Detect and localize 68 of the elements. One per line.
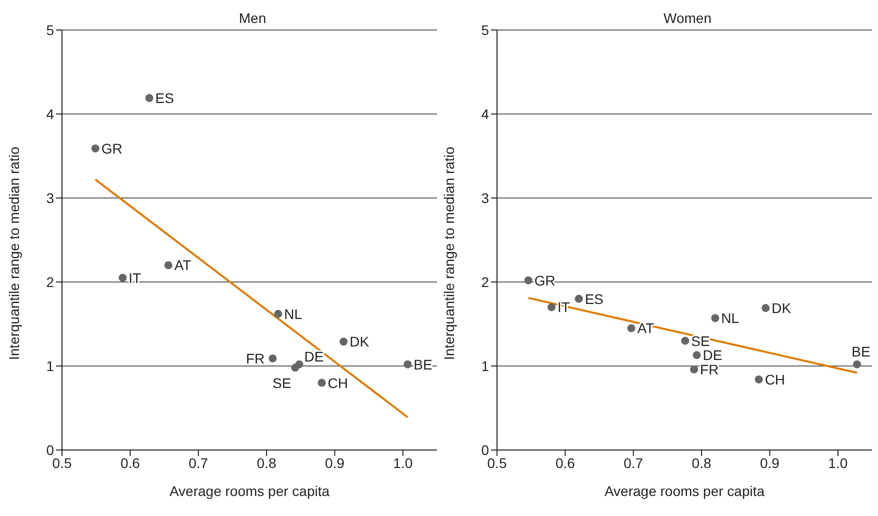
annotation: NL (284, 306, 302, 322)
y-tick-label: 4 (481, 106, 490, 122)
y-tick-label: 0 (481, 442, 490, 458)
point (91, 144, 100, 152)
annotation: DK (772, 300, 792, 316)
point (754, 375, 763, 384)
x-tick-label: 1.0 (393, 454, 413, 471)
annotation: AT (174, 257, 192, 274)
x-axis-title: Average rooms per capita (604, 483, 765, 499)
x-tick-label: 0.9 (760, 454, 780, 471)
y-tick-label: 3 (46, 190, 54, 206)
x-tick-label: 0.5 (487, 454, 507, 471)
annotation: GR (101, 140, 122, 156)
annotation: CH (328, 374, 348, 391)
y-tick-label: 3 (481, 190, 490, 206)
chart-title: Men (238, 10, 268, 26)
point (574, 294, 583, 303)
annotation: CH (764, 371, 786, 388)
y-tick-label: 2 (46, 274, 54, 290)
annotation: DK (350, 334, 370, 350)
annotation: SE (691, 332, 710, 349)
point (274, 310, 282, 318)
annotation: FR (246, 350, 265, 366)
annotation: BE (852, 343, 870, 360)
point (404, 360, 412, 368)
point (762, 304, 770, 312)
annotation: ES (155, 90, 174, 106)
point (681, 336, 690, 345)
y-tick-label: 0 (46, 442, 54, 458)
y-axis-title: Interquantile range to median ratio (440, 146, 457, 360)
y-axis-title: Interquantile range to median ratio (6, 146, 22, 360)
x-tick-label: 0.6 (120, 454, 140, 471)
point (692, 351, 701, 360)
point (627, 324, 636, 332)
point (118, 274, 127, 282)
point (548, 303, 556, 312)
x-tick-label: 0.6 (555, 454, 576, 471)
point (853, 360, 861, 368)
x-tick-label: 0.7 (624, 454, 644, 471)
x-tick-label: 0.9 (324, 454, 345, 471)
y-tick-label: 4 (46, 106, 54, 122)
annotation: SE (272, 375, 292, 392)
point (295, 360, 304, 368)
annotation: ES (584, 290, 604, 307)
annotation: DE (304, 348, 324, 364)
point (318, 378, 326, 387)
point (340, 338, 348, 346)
x-tick-label: 0.7 (188, 454, 208, 471)
y-tick-label: 1 (46, 358, 54, 374)
point (711, 314, 720, 322)
chart-title: Women (662, 10, 712, 26)
x-tick-label: 0.8 (256, 454, 276, 471)
x-tick-label: 0.5 (52, 454, 72, 471)
point (145, 94, 154, 102)
x-axis-title: Average rooms per capita (169, 483, 330, 499)
annotation: FR (700, 361, 719, 378)
point (164, 261, 172, 270)
y-tick-label: 5 (481, 22, 490, 38)
annotation: DE (702, 347, 722, 364)
point (524, 276, 532, 284)
y-tick-label: 5 (46, 22, 54, 38)
y-tick-label: 2 (481, 274, 490, 290)
annotation: NL (721, 310, 740, 326)
x-tick-label: 1.0 (828, 454, 848, 471)
x-tick-label: 0.8 (692, 454, 712, 471)
point (268, 354, 277, 362)
point (690, 365, 698, 374)
y-tick-label: 1 (481, 358, 490, 374)
